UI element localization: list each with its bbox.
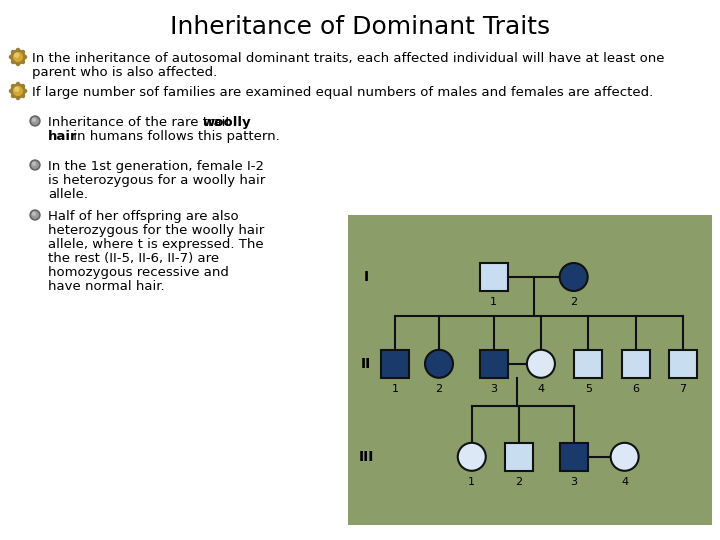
Circle shape xyxy=(22,85,24,87)
Text: 2: 2 xyxy=(570,297,577,307)
Text: 2: 2 xyxy=(436,384,443,394)
Circle shape xyxy=(24,90,27,92)
Circle shape xyxy=(30,116,40,126)
Circle shape xyxy=(11,50,25,64)
FancyBboxPatch shape xyxy=(559,443,588,471)
FancyBboxPatch shape xyxy=(621,350,649,378)
Text: 4: 4 xyxy=(621,477,629,487)
Circle shape xyxy=(32,118,38,124)
Text: 1: 1 xyxy=(468,477,475,487)
Circle shape xyxy=(30,160,40,170)
Text: 1: 1 xyxy=(490,297,497,307)
Text: 4: 4 xyxy=(537,384,544,394)
FancyBboxPatch shape xyxy=(382,350,409,378)
Text: 5: 5 xyxy=(585,384,592,394)
Text: 3: 3 xyxy=(570,477,577,487)
Circle shape xyxy=(12,85,14,87)
Circle shape xyxy=(12,51,14,53)
Circle shape xyxy=(12,60,14,64)
Circle shape xyxy=(12,94,14,98)
FancyBboxPatch shape xyxy=(575,350,602,378)
Circle shape xyxy=(9,56,12,58)
Circle shape xyxy=(15,53,19,57)
Circle shape xyxy=(32,162,38,168)
FancyBboxPatch shape xyxy=(480,263,508,291)
Text: heterozygous for the woolly hair: heterozygous for the woolly hair xyxy=(48,224,264,237)
Circle shape xyxy=(22,94,24,98)
Circle shape xyxy=(458,443,486,471)
FancyBboxPatch shape xyxy=(669,350,697,378)
Circle shape xyxy=(17,97,19,99)
Circle shape xyxy=(17,63,19,65)
Text: the rest (II-5, II-6, II-7) are: the rest (II-5, II-6, II-7) are xyxy=(48,252,219,265)
Circle shape xyxy=(32,162,35,165)
Circle shape xyxy=(32,212,35,215)
Text: In the 1st generation, female I-2: In the 1st generation, female I-2 xyxy=(48,160,264,173)
Text: If large number sof families are examined equal numbers of males and females are: If large number sof families are examine… xyxy=(32,86,653,99)
Text: Inheritance of the rare trait: Inheritance of the rare trait xyxy=(48,116,235,129)
Circle shape xyxy=(32,212,38,218)
Text: II: II xyxy=(361,357,371,371)
Circle shape xyxy=(14,86,22,96)
FancyBboxPatch shape xyxy=(480,350,508,378)
Text: 2: 2 xyxy=(516,477,523,487)
Circle shape xyxy=(14,53,22,62)
Text: have normal hair.: have normal hair. xyxy=(48,280,165,293)
Text: 3: 3 xyxy=(490,384,497,394)
Text: 6: 6 xyxy=(632,384,639,394)
Text: parent who is also affected.: parent who is also affected. xyxy=(32,66,217,79)
Circle shape xyxy=(22,51,24,53)
Text: woolly: woolly xyxy=(203,116,251,129)
Circle shape xyxy=(15,87,19,91)
Circle shape xyxy=(425,350,453,378)
Text: 7: 7 xyxy=(679,384,686,394)
Circle shape xyxy=(11,84,25,98)
Text: I: I xyxy=(364,270,369,284)
Circle shape xyxy=(559,263,588,291)
Circle shape xyxy=(9,90,12,92)
Text: is heterozygous for a woolly hair: is heterozygous for a woolly hair xyxy=(48,174,265,187)
Text: in humans follows this pattern.: in humans follows this pattern. xyxy=(69,130,280,143)
Text: III: III xyxy=(359,450,374,464)
Text: hair: hair xyxy=(48,130,78,143)
Text: In the inheritance of autosomal dominant traits, each affected individual will h: In the inheritance of autosomal dominant… xyxy=(32,52,665,65)
Circle shape xyxy=(32,118,35,122)
Circle shape xyxy=(30,210,40,220)
Circle shape xyxy=(611,443,639,471)
Text: allele.: allele. xyxy=(48,188,88,201)
Text: homozygous recessive and: homozygous recessive and xyxy=(48,266,229,279)
Text: 1: 1 xyxy=(392,384,399,394)
Text: allele, where t is expressed. The: allele, where t is expressed. The xyxy=(48,238,264,251)
Circle shape xyxy=(24,56,27,58)
Text: Inheritance of Dominant Traits: Inheritance of Dominant Traits xyxy=(170,15,550,39)
Circle shape xyxy=(22,60,24,64)
FancyBboxPatch shape xyxy=(505,443,533,471)
Circle shape xyxy=(17,49,19,51)
Circle shape xyxy=(17,83,19,85)
FancyBboxPatch shape xyxy=(348,215,712,525)
Text: Half of her offspring are also: Half of her offspring are also xyxy=(48,210,238,223)
Circle shape xyxy=(527,350,555,378)
